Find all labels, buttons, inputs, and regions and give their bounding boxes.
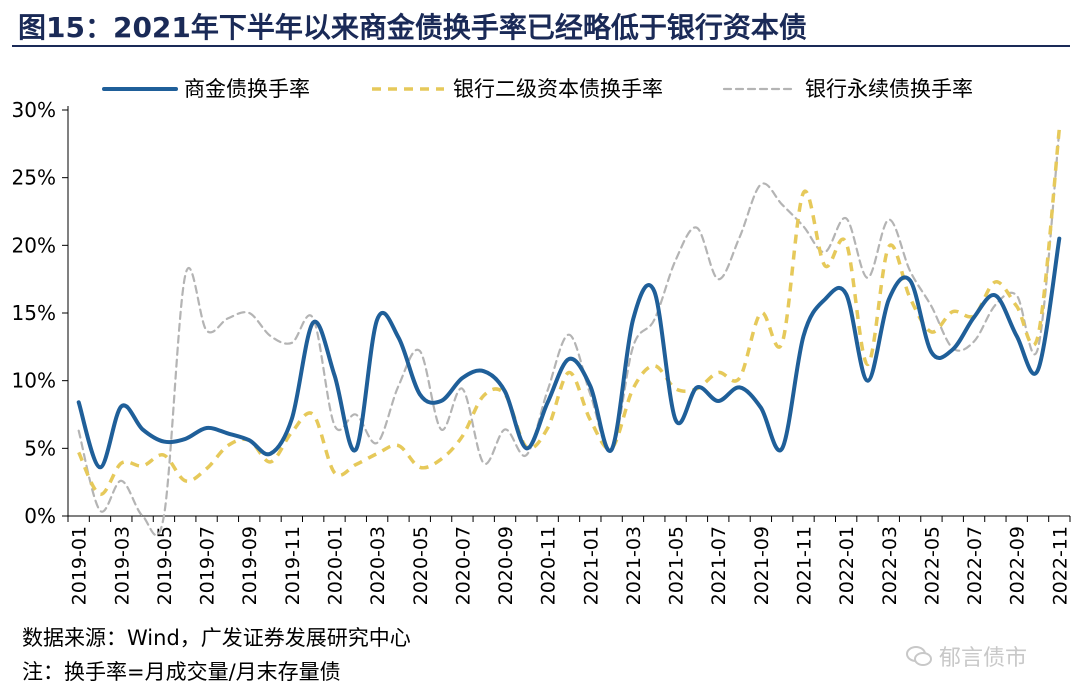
x-tick-label: 2020-11 [538, 526, 560, 605]
x-tick-label: 2021-05 [666, 526, 688, 605]
legend-label: 银行永续债换手率 [805, 77, 973, 101]
x-tick-label: 2020-09 [495, 526, 517, 605]
series-3 [77, 129, 1061, 537]
x-tick-label: 2020-03 [367, 526, 389, 605]
x-tick-label: 2020-01 [324, 526, 346, 605]
wechat-icon [906, 646, 932, 666]
x-tick-label: 2020-05 [410, 526, 432, 605]
legend-item: 银行永续债换手率 [722, 77, 973, 101]
y-tick-label: 10% [12, 369, 56, 393]
x-tick-label: 2019-01 [69, 526, 91, 605]
x-tick-label: 2022-11 [1049, 526, 1071, 605]
series-line [77, 129, 1061, 537]
x-tick-label: 2021-11 [794, 526, 816, 605]
y-tick-label: 5% [24, 436, 56, 460]
y-tick-label: 30% [12, 98, 56, 122]
series-2 [77, 128, 1062, 497]
y-tick-label: 25% [12, 166, 56, 190]
y-tick-label: 20% [12, 233, 56, 257]
chart-title: 图15：2021年下半年以来商金债换手率已经略低于银行资本债 [18, 11, 807, 44]
x-tick-label: 2019-05 [154, 526, 176, 605]
x-tick-label: 2022-07 [964, 526, 986, 605]
series-line [77, 128, 1062, 497]
y-tick-label: 15% [12, 301, 56, 325]
chart-axes: 0% 5% 10% 15% 20% 25% 30% 2019-01 2019-03 2019-05… [12, 98, 1072, 605]
title-divider [12, 45, 1070, 47]
watermark: 郁言债市 [905, 640, 1027, 672]
x-tick-label: 2022-03 [879, 526, 901, 605]
x-tick-label: 2019-07 [197, 526, 219, 605]
legend-item: 商金债换手率 [102, 77, 310, 101]
x-tick-label: 2020-07 [452, 526, 474, 605]
x-tick-label: 2019-11 [282, 526, 304, 605]
x-tick-label: 2021-07 [708, 526, 730, 605]
definition-note: 注：换手率=月成交量/月末存量债 [22, 660, 341, 684]
x-tick-label: 2021-03 [623, 526, 645, 605]
x-tick-label: 2022-01 [836, 526, 858, 605]
x-tick-label: 2021-01 [580, 526, 602, 605]
x-tick-label: 2021-09 [751, 526, 773, 605]
series-1 [76, 236, 1062, 470]
x-tick-label: 2022-09 [1007, 526, 1029, 605]
source-note: 数据来源：Wind，广发证券发展研究中心 [22, 626, 411, 650]
series-layer [76, 128, 1062, 537]
chart-legend: 商金债换手率 银行二级资本债换手率 银行永续债换手率 [102, 77, 973, 101]
y-tick-label: 0% [24, 504, 56, 528]
legend-label: 商金债换手率 [184, 77, 310, 101]
x-tick-label: 2022-05 [921, 526, 943, 605]
legend-label: 银行二级资本债换手率 [453, 77, 663, 101]
watermark-text: 郁言债市 [939, 646, 1028, 671]
series-line [76, 236, 1062, 470]
legend-item: 银行二级资本债换手率 [372, 77, 663, 101]
x-tick-label: 2019-09 [239, 526, 261, 605]
x-tick-label: 2019-03 [111, 526, 133, 605]
